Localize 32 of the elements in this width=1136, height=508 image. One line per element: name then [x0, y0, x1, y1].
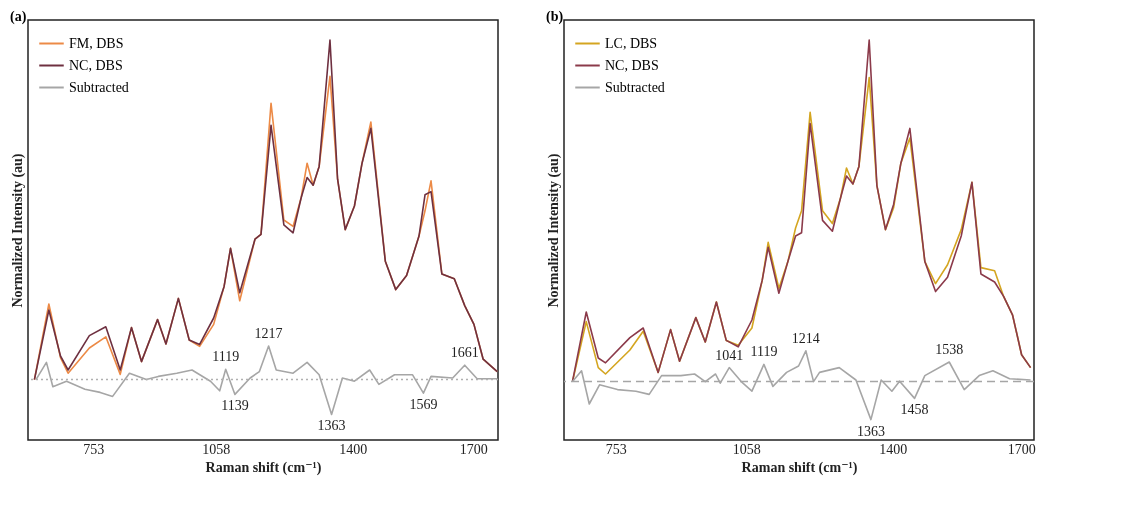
annotation: 1569 — [409, 397, 438, 413]
annotation: 1661 — [450, 345, 479, 361]
annotation: 1458 — [900, 402, 929, 418]
annotation: 1119 — [212, 349, 240, 365]
x-tick-label: 1700 — [459, 441, 488, 457]
legend-label: LC, DBS — [605, 35, 658, 51]
x-tick-label: 1400 — [339, 441, 368, 457]
chart-title: (b) — [546, 9, 564, 25]
legend-label: Subtracted — [69, 79, 129, 95]
legend-label: NC, DBS — [605, 57, 659, 73]
x-tick-label: 1700 — [1007, 441, 1036, 457]
x-axis-title: Raman shift (cm⁻¹) — [205, 459, 322, 476]
annotation: 1139 — [221, 398, 249, 414]
x-tick-label: 1058 — [202, 441, 231, 457]
legend-label: NC, DBS — [69, 57, 123, 73]
annotation: 1363 — [856, 423, 885, 439]
x-tick-label: 753 — [83, 441, 105, 457]
x-tick-label: 753 — [605, 441, 627, 457]
legend-label: FM, DBS — [69, 35, 124, 51]
y-axis-title: Normalized Intensity (au) — [9, 153, 26, 308]
legend-label: Subtracted — [605, 79, 665, 95]
annotation: 1214 — [791, 330, 820, 346]
annotation: 1041 — [715, 347, 744, 363]
y-axis-title: Normalized Intensity (au) — [545, 153, 562, 308]
annotation: 1217 — [254, 326, 283, 341]
annotation: 1363 — [317, 418, 346, 434]
annotation: 1119 — [750, 344, 778, 360]
x-tick-label: 1400 — [879, 441, 908, 457]
annotation: 1538 — [935, 342, 964, 357]
x-axis-title: Raman shift (cm⁻¹) — [741, 459, 858, 476]
chart-title: (a) — [10, 9, 27, 25]
x-tick-label: 1058 — [732, 441, 761, 457]
